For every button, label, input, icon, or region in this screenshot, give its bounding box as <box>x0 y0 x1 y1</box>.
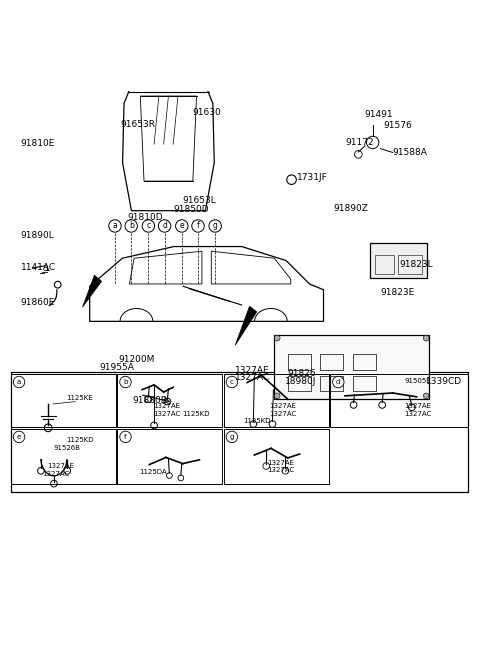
Text: 1327AC: 1327AC <box>267 467 294 473</box>
Circle shape <box>275 335 280 341</box>
Text: 91890Z: 91890Z <box>333 204 368 213</box>
Text: d: d <box>336 379 340 385</box>
Text: 1731JF: 1731JF <box>297 173 328 182</box>
Text: f: f <box>197 222 199 230</box>
Text: d: d <box>162 222 167 230</box>
Text: 91850D: 91850D <box>173 205 209 214</box>
Circle shape <box>158 220 171 232</box>
Circle shape <box>275 393 280 399</box>
Bar <box>320 376 343 391</box>
Circle shape <box>142 220 155 232</box>
Circle shape <box>226 431 238 443</box>
Text: 1327AE: 1327AE <box>404 403 431 409</box>
Text: 1327AE: 1327AE <box>153 403 180 409</box>
Bar <box>374 255 394 274</box>
Text: 1327AE: 1327AE <box>267 459 294 465</box>
Text: c: c <box>230 379 234 385</box>
Text: 1327AC: 1327AC <box>235 373 270 382</box>
Circle shape <box>423 393 429 399</box>
Text: 1327AC: 1327AC <box>153 411 180 417</box>
Text: 1327AC: 1327AC <box>42 471 69 477</box>
Text: 91653L: 91653L <box>183 196 216 205</box>
Text: b: b <box>129 222 133 230</box>
Text: 91653R: 91653R <box>120 120 156 129</box>
Circle shape <box>13 431 25 443</box>
Text: e: e <box>17 434 21 440</box>
Circle shape <box>120 431 131 443</box>
Text: 91588A: 91588A <box>393 148 428 157</box>
Bar <box>353 354 375 370</box>
Text: 91826: 91826 <box>288 370 316 378</box>
Text: 91526B: 91526B <box>54 446 81 451</box>
Bar <box>224 429 329 484</box>
Bar <box>11 429 116 484</box>
Circle shape <box>209 220 221 232</box>
Text: a: a <box>17 379 21 385</box>
Bar <box>11 372 468 492</box>
Text: c: c <box>146 222 150 230</box>
Polygon shape <box>235 306 257 345</box>
Text: 1125KD: 1125KD <box>66 437 93 443</box>
Bar <box>288 354 311 370</box>
Text: b: b <box>123 379 128 385</box>
Bar <box>117 429 222 484</box>
Text: 1327AC: 1327AC <box>404 411 432 417</box>
Circle shape <box>333 376 344 387</box>
Circle shape <box>13 376 25 387</box>
Circle shape <box>109 220 121 232</box>
Text: 1327AE: 1327AE <box>47 463 74 469</box>
Text: 1125KE: 1125KE <box>66 395 93 401</box>
Text: 91810D: 91810D <box>128 213 164 222</box>
Text: 1327AE: 1327AE <box>235 366 270 375</box>
Text: 91630: 91630 <box>192 108 221 117</box>
Text: f: f <box>124 434 127 440</box>
Bar <box>320 354 343 370</box>
Bar <box>398 255 422 274</box>
Text: 18980J: 18980J <box>285 377 317 386</box>
Bar <box>224 374 329 428</box>
Text: 91890L: 91890L <box>21 231 54 240</box>
Text: g: g <box>213 222 217 230</box>
Polygon shape <box>83 275 102 307</box>
Text: 91823E: 91823E <box>381 288 415 297</box>
Text: g: g <box>230 434 234 440</box>
Bar <box>370 243 427 279</box>
Bar <box>353 376 375 391</box>
Bar <box>288 376 311 391</box>
Text: 1125KD: 1125KD <box>182 411 209 417</box>
Text: 91576: 91576 <box>383 121 412 130</box>
Text: 91823L: 91823L <box>400 259 433 269</box>
Text: e: e <box>180 222 184 230</box>
Text: 91491: 91491 <box>364 110 393 119</box>
Circle shape <box>125 220 137 232</box>
Bar <box>11 374 116 428</box>
Text: 91955A: 91955A <box>99 363 134 372</box>
Circle shape <box>192 220 204 232</box>
Bar <box>330 374 468 428</box>
Circle shape <box>120 376 131 387</box>
Text: 91860E: 91860E <box>21 298 55 307</box>
Text: a: a <box>113 222 117 230</box>
Text: 1125DA: 1125DA <box>139 469 167 475</box>
Text: 1327AC: 1327AC <box>269 411 296 417</box>
Circle shape <box>226 376 238 387</box>
Bar <box>275 335 430 399</box>
Text: 91505E: 91505E <box>404 378 431 384</box>
Bar <box>117 374 222 428</box>
Circle shape <box>423 335 429 341</box>
Text: 1327AE: 1327AE <box>269 403 296 409</box>
Text: 1125KD: 1125KD <box>243 418 270 424</box>
Text: 91810E: 91810E <box>21 139 55 148</box>
Text: 1339CD: 1339CD <box>426 377 462 386</box>
Text: 91172: 91172 <box>345 138 373 147</box>
Text: 91880B: 91880B <box>132 396 168 405</box>
Text: 1141AC: 1141AC <box>21 263 56 271</box>
Text: 91200M: 91200M <box>118 355 155 364</box>
Circle shape <box>176 220 188 232</box>
